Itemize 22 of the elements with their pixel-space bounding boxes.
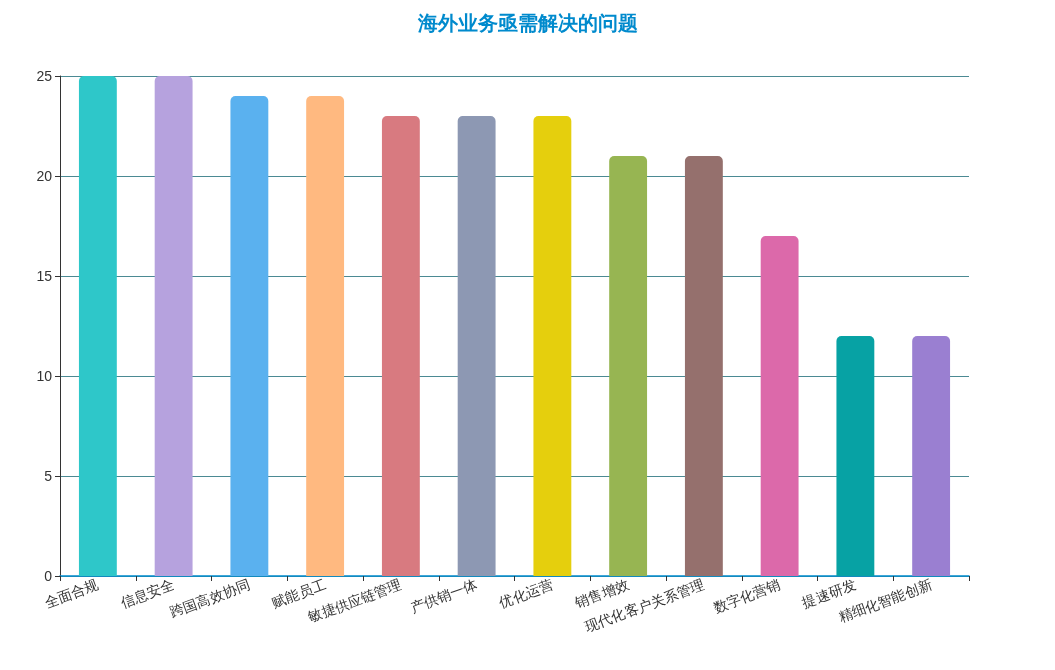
y-tick-label: 5 — [44, 468, 53, 484]
bar — [609, 156, 648, 576]
bar — [230, 96, 269, 576]
bar — [78, 76, 117, 576]
y-tick-label: 0 — [44, 568, 53, 584]
x-tick-label: 数字化营销 — [711, 576, 783, 616]
bar — [836, 336, 875, 576]
bar — [154, 76, 193, 576]
chart-title: 海外业务亟需解决的问题 — [416, 11, 638, 35]
y-tick-label: 10 — [36, 368, 53, 384]
bar — [533, 116, 572, 576]
bar — [306, 96, 345, 576]
bar — [381, 116, 420, 576]
bar — [912, 336, 951, 576]
bar — [457, 116, 496, 576]
x-tick-label: 产供销一体 — [408, 576, 480, 616]
y-tick-label: 25 — [36, 68, 53, 84]
bar — [760, 236, 799, 576]
x-tick-label: 优化运营 — [497, 576, 556, 611]
y-tick-label: 20 — [36, 168, 53, 184]
bar — [684, 156, 723, 576]
y-tick-label: 15 — [36, 268, 53, 284]
